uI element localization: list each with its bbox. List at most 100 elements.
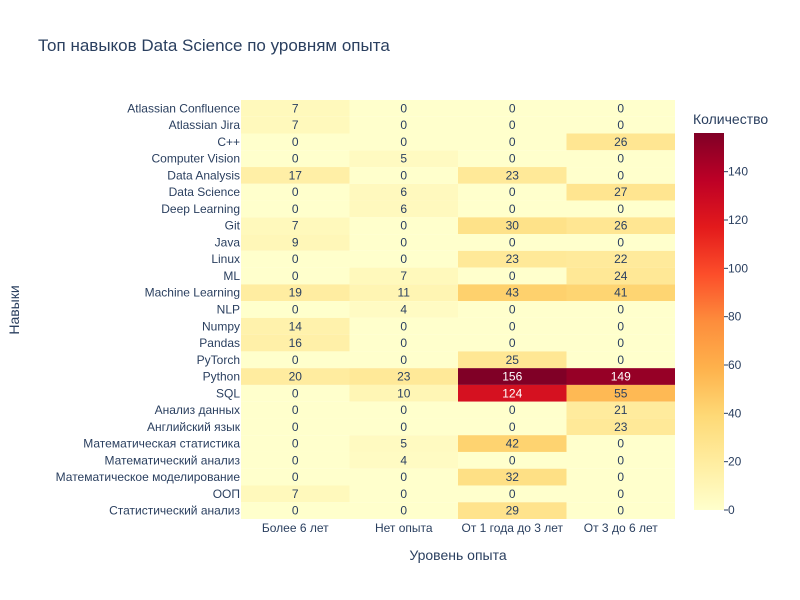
- y-tick-label: Математический анализ: [104, 453, 240, 467]
- heatmap-cell: [458, 200, 567, 218]
- cell-value-label: 7: [292, 118, 299, 132]
- cell-value-label: 0: [292, 303, 299, 317]
- heatmap-cell: [349, 468, 458, 486]
- cell-value-label: 0: [400, 487, 407, 501]
- colorbar-title: Количество: [693, 111, 768, 127]
- heatmap-cell: [241, 384, 350, 402]
- y-tick-label: Computer Vision: [152, 152, 241, 166]
- heatmap-cell: [458, 267, 567, 285]
- x-tick-label: От 1 года до 3 лет: [462, 521, 564, 535]
- heatmap-cell: [458, 502, 567, 519]
- y-tick-label: Data Analysis: [167, 168, 240, 182]
- heatmap-cell: [349, 250, 458, 268]
- heatmap-cell: [458, 167, 567, 184]
- y-tick-label: Data Science: [169, 185, 241, 199]
- heatmap-cell: [349, 234, 458, 251]
- heatmap-cell: [349, 334, 458, 352]
- heatmap-cell: [566, 217, 675, 235]
- heatmap-cell: [241, 150, 350, 168]
- heatmap-cell: [241, 284, 350, 302]
- heatmap-cell: [241, 234, 350, 251]
- y-tick-label: Git: [225, 219, 241, 233]
- heatmap-cell: [241, 334, 350, 352]
- heatmap-cell: [566, 116, 675, 134]
- cell-value-label: 6: [400, 202, 407, 216]
- x-tick-label: От 3 до 6 лет: [584, 521, 658, 535]
- y-tick-label: ООП: [213, 487, 240, 501]
- heatmap-cell: [241, 468, 350, 486]
- cell-value-label: 0: [509, 185, 516, 199]
- y-tick-label: Machine Learning: [145, 286, 240, 300]
- heatmap-cell: [241, 200, 350, 218]
- heatmap-cell: [566, 451, 675, 469]
- cell-value-label: 0: [292, 202, 299, 216]
- heatmap-cell: [458, 250, 567, 268]
- colorbar-tick-label: 120: [728, 213, 748, 227]
- heatmap-cell: [349, 451, 458, 469]
- heatmap-cell: [566, 384, 675, 402]
- cell-value-label: 23: [506, 252, 520, 266]
- heatmap-cell: [241, 485, 350, 503]
- heatmap-cell: [458, 284, 567, 302]
- cell-value-label: 0: [617, 504, 624, 518]
- cell-value-label: 0: [509, 135, 516, 149]
- colorbar-ticks: 0 20 40 60 80 100 120 140: [724, 165, 748, 517]
- heatmap-cell: [241, 435, 350, 452]
- cell-value-label: 0: [509, 420, 516, 434]
- cell-value-label: 0: [400, 470, 407, 484]
- heatmap-cell: [349, 384, 458, 402]
- y-tick-label: Математическая статистика: [83, 437, 240, 451]
- cell-value-label: 5: [400, 437, 407, 451]
- y-tick-label: Numpy: [202, 319, 240, 333]
- cell-value-label: 23: [614, 420, 628, 434]
- cell-value-label: 0: [509, 202, 516, 216]
- y-tick-label: C++: [217, 135, 240, 149]
- cell-value-label: 55: [614, 386, 628, 400]
- colorbar: [694, 133, 724, 510]
- colorbar-tick-label: 60: [728, 358, 742, 372]
- y-tick-label: Pandas: [199, 336, 240, 350]
- heatmap-cell: [349, 100, 458, 117]
- cell-value-label: 0: [292, 353, 299, 367]
- heatmap-cell: [458, 468, 567, 486]
- heatmap-cell: [566, 435, 675, 452]
- heatmap-cell: [566, 150, 675, 168]
- cell-value-label: 19: [289, 286, 303, 300]
- heatmap-cell: [241, 250, 350, 268]
- y-axis-title: Навыки: [6, 285, 22, 334]
- x-axis-title: Уровень опыта: [409, 547, 507, 563]
- y-tick-label: Deep Learning: [161, 202, 240, 216]
- heatmap-cells: 7 0 0 0 7 0 0 0 0 0 0 26 0 5 0 0 17 0 23 0 0 6 0 27 0 6 0 0 7 0 30 26 9 0…: [241, 100, 675, 519]
- cell-value-label: 26: [614, 135, 628, 149]
- heatmap-cell: [458, 116, 567, 134]
- colorbar-tick-label: 20: [728, 455, 742, 469]
- heatmap-cell: [566, 284, 675, 302]
- heatmap-cell: [349, 267, 458, 285]
- heatmap-cell: [566, 418, 675, 436]
- cell-value-label: 32: [506, 470, 520, 484]
- cell-value-label: 0: [292, 420, 299, 434]
- cell-value-label: 23: [506, 168, 520, 182]
- cell-value-label: 0: [400, 235, 407, 249]
- cell-value-label: 0: [617, 101, 624, 115]
- heatmap-cell: [349, 183, 458, 201]
- y-tick-label: Atlassian Jira: [169, 118, 241, 132]
- cell-value-label: 25: [506, 353, 520, 367]
- heatmap-cell: [241, 301, 350, 318]
- heatmap-cell: [349, 301, 458, 318]
- y-tick-label: ML: [223, 269, 240, 283]
- colorbar-tick-label: 80: [728, 310, 742, 324]
- cell-value-label: 0: [400, 118, 407, 132]
- cell-value-label: 0: [292, 269, 299, 283]
- cell-value-label: 0: [292, 504, 299, 518]
- colorbar-tick-label: 40: [728, 406, 742, 420]
- cell-value-label: 16: [289, 336, 303, 350]
- cell-value-label: 43: [506, 286, 520, 300]
- cell-value-label: 0: [617, 152, 624, 166]
- cell-value-label: 29: [506, 504, 520, 518]
- cell-value-label: 0: [617, 118, 624, 132]
- cell-value-label: 0: [617, 336, 624, 350]
- heatmap-cell: [566, 200, 675, 218]
- cell-value-label: 0: [292, 135, 299, 149]
- cell-value-label: 0: [292, 453, 299, 467]
